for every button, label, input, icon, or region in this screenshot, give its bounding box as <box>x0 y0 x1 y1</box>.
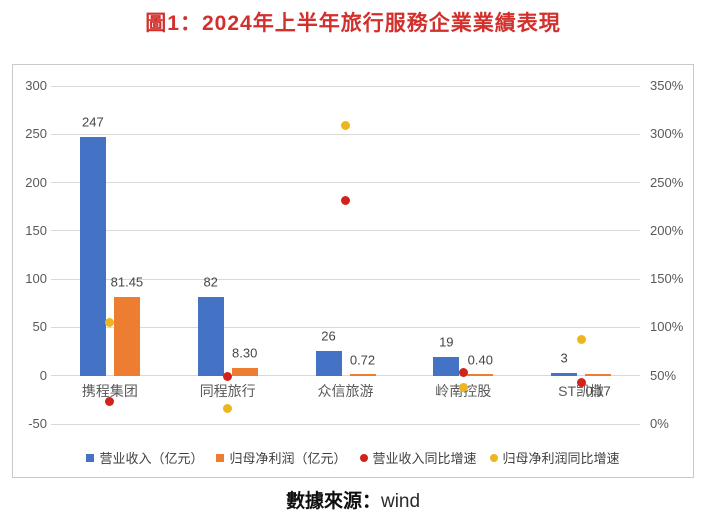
gridline <box>51 278 640 280</box>
profit-growth-dot <box>341 121 350 131</box>
category-label: 同程旅行 <box>199 383 256 399</box>
profit-value-label: 0.72 <box>349 352 376 368</box>
profit-growth-dot <box>576 335 586 345</box>
left-axis-tick: 100 <box>25 271 47 287</box>
source-value: wind <box>380 491 421 512</box>
left-axis-tick: 300 <box>25 78 47 93</box>
left-axis-tick: 250 <box>25 126 47 142</box>
left-axis-tick: -50 <box>28 416 47 431</box>
right-axis-tick: 200% <box>650 222 684 238</box>
revenue-growth-dot <box>576 377 586 387</box>
gridline <box>51 182 640 184</box>
profit-bar <box>349 374 376 376</box>
left-axis-tick: 50 <box>32 319 47 335</box>
revenue-bar <box>551 372 578 376</box>
revenue-growth-dot <box>458 368 468 378</box>
revenue-bar <box>79 137 106 376</box>
right-axis-tick: 100% <box>650 319 684 335</box>
legend-item: 归母净利润同比增速 <box>489 448 620 467</box>
legend-label: 营业收入（亿元） <box>99 451 204 466</box>
revenue-growth-dot <box>341 196 350 206</box>
category-label: 携程集团 <box>81 383 138 399</box>
revenue-bar <box>315 350 342 376</box>
right-axis-tick: 250% <box>650 174 684 190</box>
profit-growth-dot <box>223 404 233 414</box>
gridline <box>51 85 640 87</box>
revenue-value-label: 247 <box>82 114 104 130</box>
revenue-value-label: 82 <box>203 274 218 290</box>
legend: 营业收入（亿元） 归母净利润（亿元） 营业收入同比增速 归母净利润同比增速 <box>13 448 693 467</box>
revenue-value-label: 19 <box>439 334 454 350</box>
gridline <box>51 423 640 425</box>
gridline <box>51 133 640 135</box>
legend-label: 归母净利润（亿元） <box>229 451 347 466</box>
profit-bar <box>467 374 494 376</box>
profit-growth-dot <box>458 382 468 392</box>
category-label: 众信旅游 <box>317 383 374 399</box>
gridline <box>51 375 640 377</box>
chart-title: 圖1：2024年上半年旅行服務企業業績表現 <box>145 12 561 35</box>
legend-circle-icon <box>359 453 368 462</box>
right-axis-tick: 350% <box>650 78 684 93</box>
revenue-growth-dot <box>105 397 115 407</box>
gridline <box>51 326 640 328</box>
legend-square-icon <box>216 453 225 462</box>
right-axis-tick: 300% <box>650 126 684 142</box>
revenue-bar <box>197 296 224 376</box>
revenue-growth-dot <box>223 372 233 382</box>
legend-circle-icon <box>489 453 498 462</box>
legend-label: 营业收入同比增速 <box>372 451 477 466</box>
legend-label: 归母净利润同比增速 <box>502 451 620 466</box>
legend-item: 营业收入（亿元） <box>86 448 203 467</box>
legend-item: 归母净利润（亿元） <box>216 448 347 467</box>
profit-bar <box>585 374 612 376</box>
right-axis-tick: 50% <box>650 367 677 383</box>
category-label: ST凯撒 <box>558 383 605 399</box>
legend-square-icon <box>86 453 95 462</box>
right-axis-tick: 0% <box>650 416 669 431</box>
left-axis-tick: 150 <box>25 222 47 238</box>
source-label: 數據來源： <box>285 491 381 512</box>
gridline <box>51 230 640 232</box>
source-caption: 數據來源：wind <box>0 486 706 513</box>
revenue-value-label: 3 <box>560 350 568 366</box>
revenue-value-label: 26 <box>321 328 336 344</box>
right-axis-tick: 150% <box>650 271 684 287</box>
profit-growth-dot <box>105 318 115 328</box>
profit-bar <box>231 367 258 376</box>
left-axis-tick: 200 <box>25 174 47 190</box>
legend-item: 营业收入同比增速 <box>359 448 477 467</box>
profit-bar <box>113 297 140 376</box>
profit-value-label: 81.45 <box>110 274 144 290</box>
revenue-bar <box>433 357 460 376</box>
profit-value-label: 8.30 <box>232 345 258 361</box>
left-axis-tick: 0 <box>39 367 47 383</box>
profit-value-label: 0.40 <box>467 352 493 368</box>
profit-value-label: 0.17 <box>585 383 611 399</box>
chart-container: 300 250 200 150 100 50 0 -50 350% 300% 250% 200% 15… <box>12 64 694 478</box>
